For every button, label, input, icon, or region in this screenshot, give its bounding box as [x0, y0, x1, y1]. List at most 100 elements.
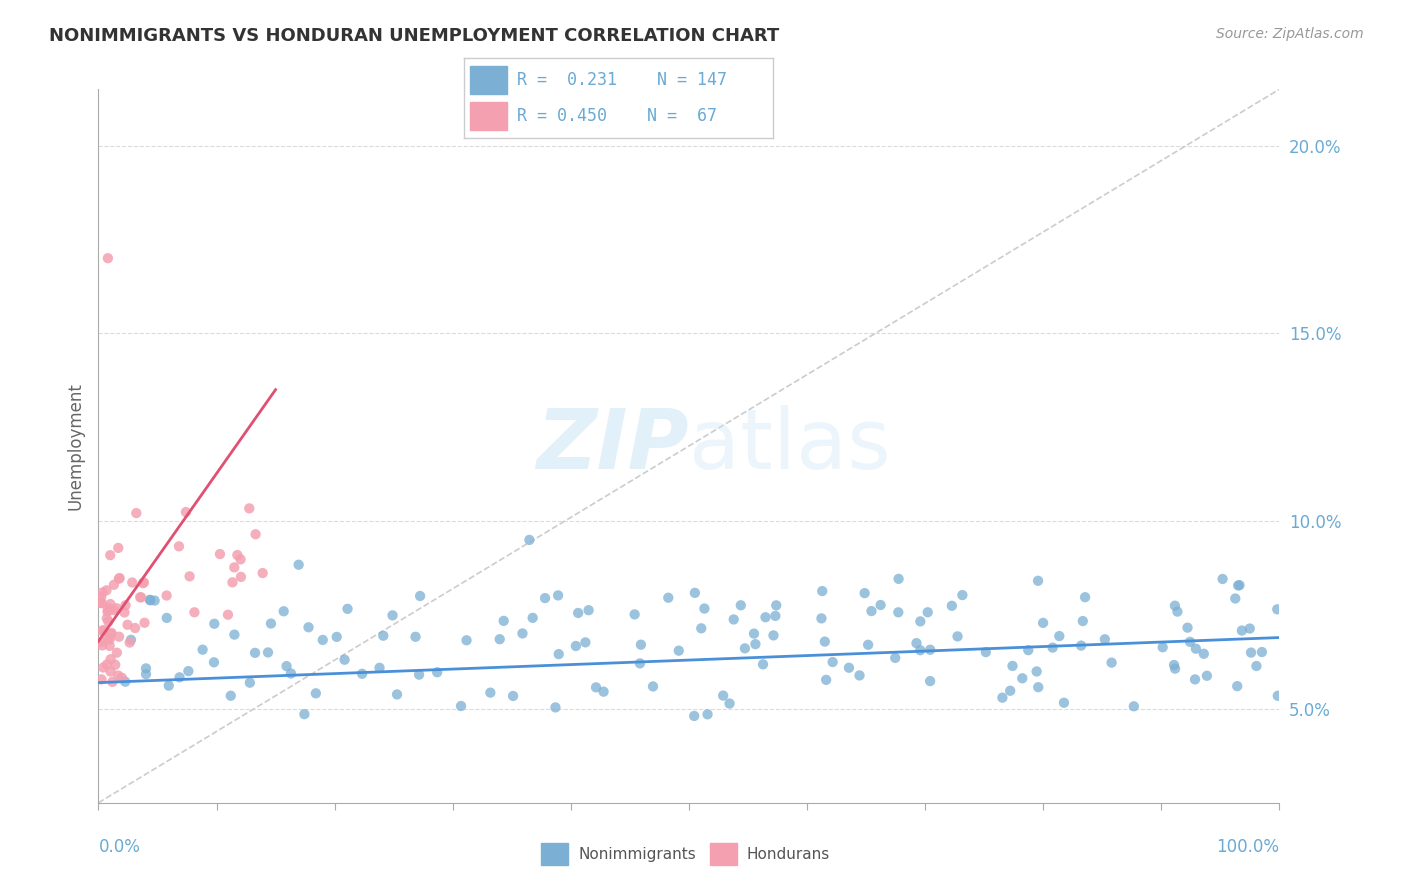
Point: [908, 643, 931, 657]
Point: [243, 646, 266, 660]
Point: [1164, 599, 1187, 613]
Point: [108, 571, 131, 585]
Point: [120, 632, 142, 647]
Point: [129, 591, 152, 605]
Point: [108, 572, 131, 586]
Point: [920, 674, 942, 689]
Point: [90, 596, 112, 610]
Point: [887, 605, 910, 619]
Point: [522, 611, 544, 625]
Point: [97, 615, 120, 629]
Point: [91, 639, 114, 653]
Point: [325, 630, 347, 644]
Point: [1164, 662, 1187, 676]
Point: [1163, 658, 1185, 673]
Point: [567, 606, 589, 620]
Point: [1240, 646, 1263, 660]
Point: [690, 621, 713, 635]
Point: [96, 657, 118, 672]
Point: [125, 506, 148, 520]
Point: [90, 635, 112, 649]
Point: [105, 601, 128, 615]
Point: [169, 670, 191, 684]
Point: [224, 627, 246, 641]
Point: [114, 599, 136, 613]
Point: [426, 665, 449, 680]
Point: [512, 626, 534, 640]
Point: [991, 690, 1014, 705]
Point: [941, 599, 963, 613]
Point: [683, 586, 706, 600]
Point: [96, 583, 118, 598]
Point: [100, 652, 122, 666]
Point: [815, 673, 838, 687]
Point: [97, 251, 120, 265]
Point: [547, 647, 569, 661]
Point: [183, 605, 205, 619]
Point: [950, 588, 973, 602]
Point: [630, 638, 652, 652]
Point: [917, 605, 939, 619]
Point: [1229, 578, 1251, 592]
Point: [762, 628, 785, 642]
Point: [1011, 671, 1033, 685]
Point: [100, 665, 122, 679]
Point: [191, 642, 214, 657]
Point: [814, 634, 837, 648]
Point: [628, 657, 651, 671]
Text: ZIP: ZIP: [536, 406, 689, 486]
Point: [100, 627, 122, 641]
Point: [856, 638, 879, 652]
Point: [641, 680, 664, 694]
Point: [592, 684, 614, 698]
Point: [723, 612, 745, 626]
Point: [219, 689, 242, 703]
Point: [103, 603, 125, 617]
Point: [763, 608, 786, 623]
Point: [752, 657, 775, 672]
Point: [217, 607, 239, 622]
Point: [167, 539, 190, 553]
Point: [693, 601, 716, 615]
Point: [336, 602, 359, 616]
Point: [156, 589, 179, 603]
Point: [1178, 635, 1201, 649]
Point: [124, 621, 146, 635]
Point: [1184, 673, 1206, 687]
Point: [974, 645, 997, 659]
Point: [91, 585, 114, 599]
Point: [1177, 621, 1199, 635]
Point: [1070, 639, 1092, 653]
Point: [910, 615, 932, 629]
Point: [135, 667, 157, 681]
Y-axis label: Unemployment: Unemployment: [66, 382, 84, 510]
Point: [139, 592, 162, 607]
Point: [118, 635, 141, 649]
Point: [273, 604, 295, 618]
Point: [1226, 679, 1249, 693]
Point: [100, 597, 122, 611]
Text: Source: ZipAtlas.com: Source: ZipAtlas.com: [1216, 27, 1364, 41]
Point: [1267, 689, 1289, 703]
Point: [280, 666, 302, 681]
Point: [838, 661, 860, 675]
Point: [860, 604, 883, 618]
Point: [1026, 680, 1049, 694]
Point: [97, 603, 120, 617]
Point: [905, 636, 928, 650]
Point: [156, 611, 179, 625]
Point: [730, 599, 752, 613]
Point: [287, 558, 309, 572]
Point: [111, 671, 134, 685]
Point: [101, 674, 124, 689]
Point: [1166, 605, 1188, 619]
Point: [1152, 640, 1174, 655]
Point: [754, 610, 776, 624]
Point: [117, 617, 139, 632]
Point: [107, 668, 129, 682]
Point: [108, 630, 131, 644]
Point: [105, 646, 128, 660]
Point: [208, 547, 231, 561]
Point: [98, 632, 121, 647]
Point: [1017, 643, 1039, 657]
